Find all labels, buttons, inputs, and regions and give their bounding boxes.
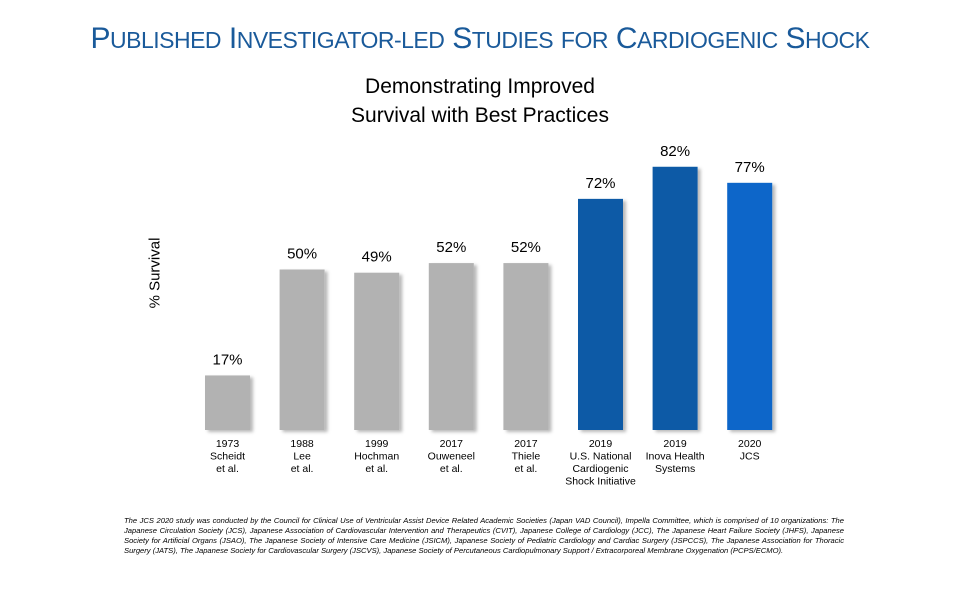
x-tick-label-line: et al. xyxy=(291,463,314,475)
title-word: INVESTIGATOR-LED xyxy=(228,22,445,55)
subtitle-line-1: Demonstrating Improved xyxy=(365,75,595,98)
bar xyxy=(652,166,698,430)
data-label: 17% xyxy=(212,351,242,368)
x-tick-label: 1973 Scheidt et al. xyxy=(210,438,245,475)
x-tick-label-line: Lee xyxy=(293,451,311,463)
x-tick-label-line: 2017 xyxy=(514,438,538,450)
x-tick-label-line: Hochman xyxy=(354,451,399,463)
x-tick-label-line: 1988 xyxy=(290,438,314,450)
x-tick-label-line: 2017 xyxy=(440,438,464,450)
title-word: FOR xyxy=(560,27,609,53)
x-tick-label-line: 1973 xyxy=(216,438,240,450)
x-tick-label-line: Ouweneel xyxy=(428,451,475,463)
x-tick-label: 2017 Thiele et al. xyxy=(512,438,541,475)
footnote: The JCS 2020 study was conducted by the … xyxy=(124,516,844,555)
x-tick-label-line: Systems xyxy=(655,463,695,475)
x-tick-label: 2020 JCS xyxy=(738,438,762,463)
title-word: PUBLISHED xyxy=(90,22,222,55)
bar xyxy=(205,375,250,430)
x-tick-label-line: Inova Health xyxy=(646,451,705,463)
x-tick-label-line: U.S. National xyxy=(570,451,632,463)
x-tick-label-line: 2019 xyxy=(663,438,687,450)
data-label: 50% xyxy=(287,246,317,263)
data-label: 72% xyxy=(585,175,615,192)
data-label: 77% xyxy=(735,159,765,176)
bar xyxy=(578,198,623,430)
data-label: 82% xyxy=(660,143,690,160)
page-title: PUBLISHED INVESTIGATOR-LED STUDIES FOR C… xyxy=(0,22,960,56)
chart-subtitle: Demonstrating Improved Survival with Bes… xyxy=(0,72,960,130)
bar xyxy=(279,269,325,430)
bar xyxy=(727,182,773,430)
x-tick-label-line: 2019 xyxy=(589,438,613,450)
bar xyxy=(428,263,474,430)
x-tick-label-line: et al. xyxy=(515,463,538,475)
x-tick-label-line: JCS xyxy=(740,451,760,463)
x-tick-label-line: Shock Initiative xyxy=(565,476,636,488)
data-label: 52% xyxy=(436,239,466,256)
bar xyxy=(354,272,400,430)
x-tick-label: 2019 Inova Health Systems xyxy=(646,438,705,475)
bar xyxy=(503,263,549,430)
title-word: CARDIOGENIC xyxy=(615,22,778,55)
x-tick-label-line: Cardiogenic xyxy=(572,463,628,475)
x-tick-label-line: Scheidt xyxy=(210,451,245,463)
x-tick-label: 1999 Hochman et al. xyxy=(354,438,399,475)
subtitle-line-2: Survival with Best Practices xyxy=(351,104,609,127)
x-tick-label-line: Thiele xyxy=(512,451,541,463)
data-label: 52% xyxy=(511,239,541,256)
title-word: STUDIES xyxy=(452,22,554,55)
x-tick-label-line: 2020 xyxy=(738,438,762,450)
x-tick-label-line: 1999 xyxy=(365,438,389,450)
x-tick-label-line: et al. xyxy=(365,463,388,475)
x-tick-label: 1988 Lee et al. xyxy=(290,438,314,475)
x-tick-label: 2017 Ouweneel et al. xyxy=(428,438,475,475)
title-word: SHOCK xyxy=(785,22,870,55)
x-tick-label-line: et al. xyxy=(216,463,239,475)
x-tick-label: 2019 U.S. National Cardiogenic Shock Initia… xyxy=(565,438,636,488)
data-label: 49% xyxy=(362,249,392,266)
x-tick-label-line: et al. xyxy=(440,463,463,475)
